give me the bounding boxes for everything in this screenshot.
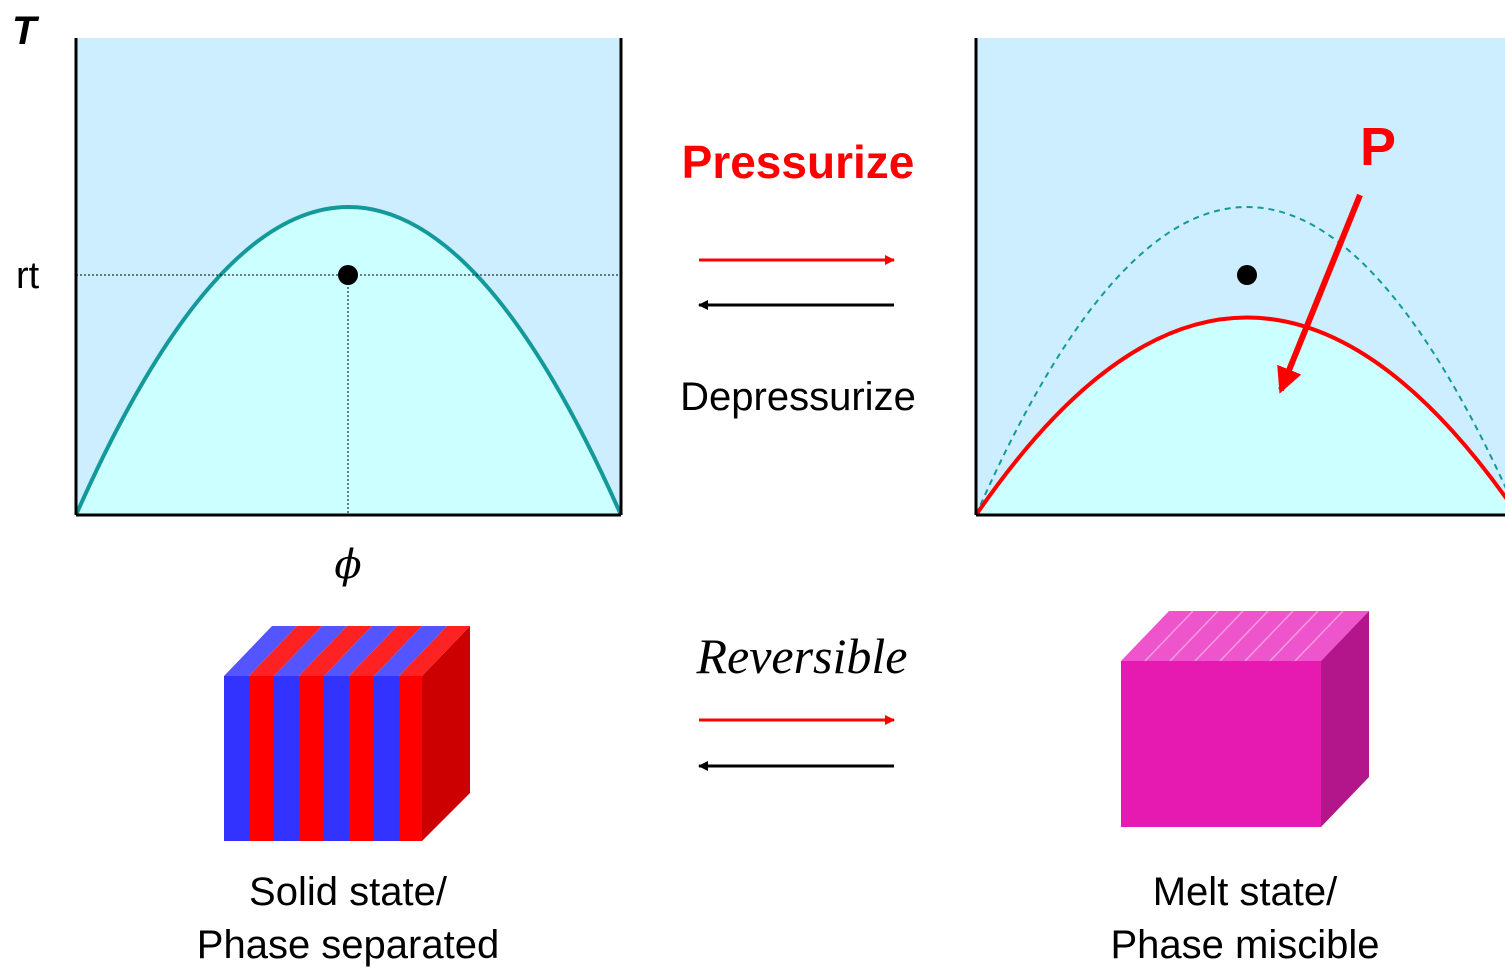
pressure-process: Pressurize Depressurize [680, 136, 916, 419]
x-axis-label: ϕ [334, 542, 361, 588]
left-phase-diagram: T rt ϕ [12, 9, 623, 588]
pressure-arrow [1277, 193, 1363, 394]
solid-state-caption-line2: Phase separated [197, 923, 499, 967]
left-coexistence-curve [74, 205, 623, 516]
solid-state-caption-line1: Solid state/ [249, 870, 448, 914]
magenta-cube [1121, 610, 1369, 827]
pressure-label: P [1360, 117, 1396, 177]
striped-cube [224, 626, 470, 841]
depressurize-label: Depressurize [680, 375, 916, 419]
reversible-process: Reversible [695, 628, 908, 771]
right-two-phase-region [976, 317, 1505, 515]
melt-state-caption-line2: Phase miscible [1110, 923, 1379, 967]
striped-cube-side [422, 626, 470, 841]
y-axis-label: T [12, 9, 40, 53]
right-state-point [1237, 265, 1257, 285]
magenta-cube-side [1321, 611, 1369, 827]
left-state-point [338, 265, 358, 285]
right-phase-diagram: P [974, 38, 1505, 517]
reversible-label: Reversible [695, 628, 907, 684]
melt-state-caption-line1: Melt state/ [1153, 870, 1338, 914]
magenta-cube-front [1121, 661, 1321, 827]
pressurized-coexistence-curve [974, 315, 1505, 517]
rt-label: rt [16, 255, 40, 297]
pressurize-label: Pressurize [682, 136, 915, 188]
original-coexistence-curve [975, 206, 1505, 516]
